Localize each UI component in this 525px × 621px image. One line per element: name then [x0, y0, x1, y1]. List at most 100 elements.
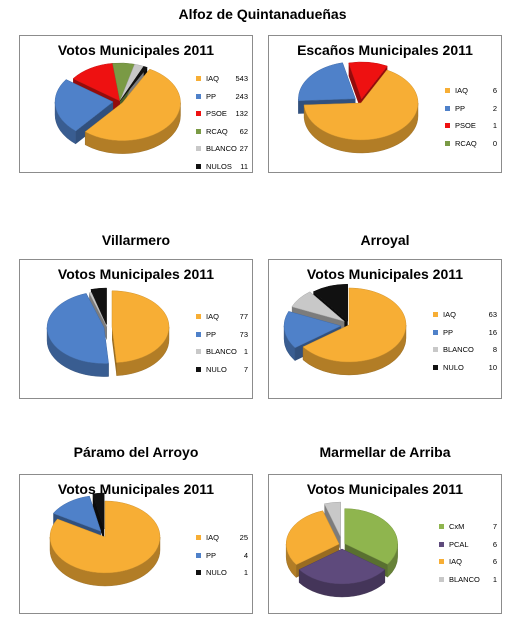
legend-item-rcaq: RCAQ 62 — [196, 127, 248, 137]
pie-slice-nulo — [312, 283, 348, 322]
legend-swatch — [196, 146, 201, 151]
chart-legend: IAQ 63 PP 16 BLANCO 8 NULO 10 — [433, 310, 497, 380]
legend-item-iaq: IAQ 6 — [439, 557, 497, 567]
legend-swatch — [433, 347, 438, 352]
legend-label: NULOS — [206, 161, 232, 171]
pie-chart — [54, 62, 181, 154]
chart-title: Votos Municipales 2011 — [306, 481, 464, 497]
legend-item-pp: PP 73 — [196, 330, 248, 340]
legend-swatch — [445, 88, 450, 93]
pie-slice-pp — [54, 79, 114, 132]
legend-item-iaq: IAQ 77 — [196, 312, 248, 322]
legend-label: CxM — [449, 522, 465, 531]
legend-item-blanco: BLANCO 27 — [196, 144, 248, 154]
legend-item-rcaq: RCAQ 0 — [445, 139, 497, 149]
pie-slice-blanco — [88, 292, 108, 328]
chart-panel: Votos Municipales 2011 CxM 7 PCAL 6 IAQ 6 BLANC… — [268, 474, 502, 614]
pie-chart — [285, 501, 398, 598]
section-title-paramo-del-arroyo: Páramo del Arroyo — [73, 444, 199, 460]
pie-slice-pp — [283, 311, 342, 349]
legend-swatch — [196, 331, 201, 337]
pie-slice-edge-iaq — [111, 326, 117, 376]
chart-panel: Escaños Municipales 2011 IAQ 6 PP 2 PSOE 1 RCAQ… — [268, 35, 502, 173]
legend-value: 6 — [492, 86, 497, 95]
chart-legend: IAQ 6 PP 2 PSOE 1 RCAQ 0 — [445, 86, 497, 156]
legend-value: 6 — [492, 539, 497, 549]
legend-label: IAQ — [455, 86, 468, 95]
legend-value: 243 — [235, 91, 248, 101]
pie-slice-cxm — [344, 508, 398, 565]
legend-label: PCAL — [449, 539, 469, 549]
legend-label: NULO — [206, 364, 227, 374]
legend-value: 11 — [240, 161, 248, 171]
chart-panel: Votos Municipales 2011 IAQ 63 PP 16 BLANCO 8 NU… — [268, 259, 502, 399]
legend-value: 1 — [243, 347, 248, 356]
legend-swatch — [439, 559, 444, 564]
legend-value: 1 — [243, 568, 248, 577]
legend-label: PP — [206, 91, 217, 101]
legend-swatch — [196, 93, 201, 99]
legend-label: BLANCO — [206, 144, 237, 153]
pie-slice-blanco — [324, 501, 341, 538]
chart-legend: IAQ 25 PP 4 NULO 1 — [196, 533, 248, 586]
legend-item-nulo: NULO 1 — [196, 568, 248, 578]
legend-value: 8 — [492, 345, 497, 354]
legend-item-nulos: NULOS 11 — [196, 162, 248, 172]
legend-label: IAQ — [206, 74, 219, 83]
pie-slice-edge-psoe — [348, 62, 362, 113]
legend-label: IAQ — [449, 557, 462, 566]
legend-value: 2 — [492, 103, 497, 113]
legend-swatch — [196, 366, 201, 372]
pie-slice-pcal — [298, 548, 386, 585]
legend-value: 7 — [492, 522, 497, 531]
legend-swatch — [196, 314, 201, 319]
pie-chart — [298, 61, 419, 154]
pie-slice-nulo — [92, 492, 105, 530]
legend-label: PP — [443, 327, 454, 337]
legend-item-cxm: CxM 7 — [439, 522, 497, 532]
chart-title: Votos Municipales 2011 — [57, 266, 215, 282]
legend-item-pp: PP 2 — [445, 104, 497, 114]
legend-item-psoe: PSOE 1 — [445, 121, 497, 131]
chart-title: Votos Municipales 2011 — [57, 481, 215, 497]
legend-item-iaq: IAQ 25 — [196, 533, 248, 543]
pie-slice-iaq — [285, 510, 340, 565]
legend-label: IAQ — [443, 310, 456, 319]
legend-label: PP — [206, 550, 217, 560]
legend-item-pcal: PCAL 6 — [439, 540, 497, 550]
pie-slice-iaq — [84, 68, 181, 141]
legend-item-psoe: PSOE 132 — [196, 109, 248, 119]
legend-label: PSOE — [455, 121, 476, 130]
legend-swatch — [445, 123, 450, 128]
legend-label: BLANCO — [449, 574, 480, 584]
legend-value: 543 — [235, 74, 248, 83]
legend-swatch — [196, 111, 201, 116]
legend-label: PP — [206, 329, 217, 339]
legend-item-pp: PP 243 — [196, 92, 248, 102]
pie-chart — [49, 492, 161, 587]
pie-slice-iaq — [303, 69, 419, 141]
legend-label: RCAQ — [206, 126, 228, 136]
legend-swatch — [196, 128, 201, 134]
legend-swatch — [196, 570, 201, 575]
pie-chart — [283, 283, 407, 376]
pie-slice-edge-nulo — [92, 493, 105, 543]
section-title-arroyal: Arroyal — [360, 232, 410, 248]
legend-swatch — [439, 524, 444, 529]
legend-item-blanco: BLANCO 8 — [433, 345, 497, 355]
chart-title: Votos Municipales 2011 — [306, 266, 464, 282]
legend-value: 10 — [488, 362, 497, 372]
legend-value: 27 — [239, 144, 248, 153]
pie-slice-pp — [52, 495, 102, 532]
legend-item-iaq: IAQ 6 — [445, 86, 497, 96]
pie-slice-nulos — [119, 66, 148, 102]
legend-value: 73 — [239, 329, 248, 339]
legend-label: BLANCO — [443, 345, 474, 354]
legend-swatch — [445, 140, 450, 146]
pie-slice-iaq — [49, 500, 161, 574]
section-title-villarmero: Villarmero — [101, 232, 171, 248]
legend-value: 25 — [239, 533, 248, 542]
legend-value: 62 — [239, 126, 248, 136]
legend-value: 4 — [243, 550, 248, 560]
pie-slice-pp — [46, 293, 109, 364]
